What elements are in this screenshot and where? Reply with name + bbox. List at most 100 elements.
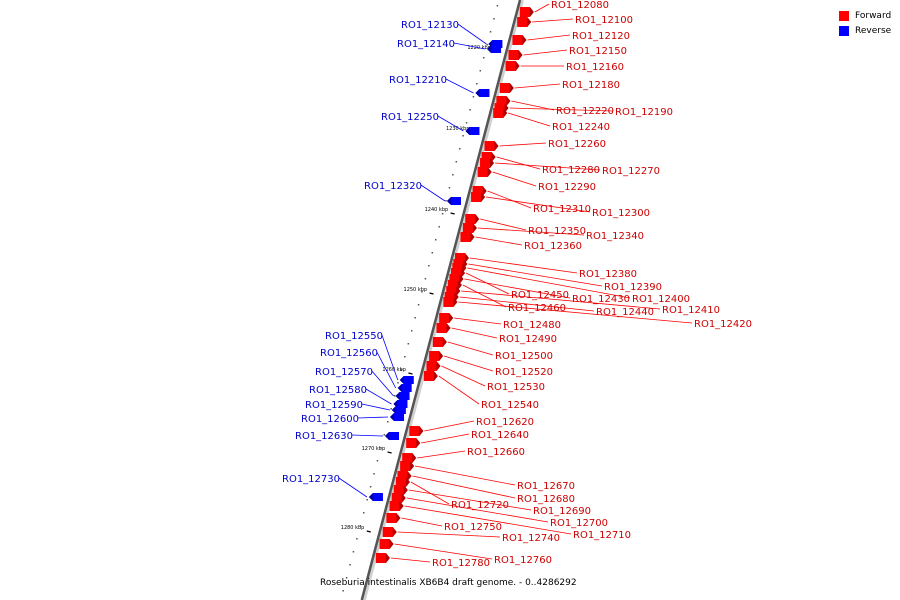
reverse-gene-label[interactable]: RO1_12250 — [381, 112, 439, 123]
forward-leader-line — [527, 34, 571, 41]
forward-leader-line — [462, 284, 507, 308]
forward-gene-label[interactable]: RO1_12100 — [575, 15, 633, 26]
forward-gene-label[interactable]: RO1_12450 — [511, 290, 569, 301]
reverse-gene-label[interactable]: RO1_12140 — [397, 39, 455, 50]
reverse-gene-label[interactable]: RO1_12730 — [282, 474, 340, 485]
forward-gene-label[interactable]: RO1_12160 — [566, 62, 624, 73]
ruler-dot — [417, 304, 420, 306]
forward-gene-label[interactable]: RO1_12700 — [550, 518, 608, 529]
forward-gene-label[interactable]: RO1_12520 — [495, 367, 553, 378]
reverse-leader-line — [453, 42, 486, 50]
forward-gene-label[interactable]: RO1_12690 — [533, 506, 591, 517]
forward-gene-label[interactable]: RO1_12530 — [487, 382, 545, 393]
forward-gene-arrow-head — [475, 214, 480, 224]
reverse-gene-label[interactable]: RO1_12570 — [315, 367, 373, 378]
forward-gene-label[interactable]: RO1_12720 — [451, 500, 509, 511]
forward-leader-line — [454, 317, 502, 325]
reverse-gene-label[interactable]: RO1_12590 — [305, 400, 363, 411]
forward-gene-label[interactable]: RO1_12460 — [508, 303, 566, 314]
forward-gene-label[interactable]: RO1_12360 — [524, 241, 582, 252]
forward-leader-line — [494, 162, 601, 171]
forward-gene-label[interactable]: RO1_12500 — [495, 351, 553, 362]
reverse-leader-line — [357, 416, 389, 419]
ruler-tick-label: 1240 kbp — [425, 207, 449, 213]
forward-gene-label[interactable]: RO1_12080 — [551, 0, 609, 11]
reverse-gene-label[interactable]: RO1_12580 — [309, 385, 367, 396]
forward-gene-label[interactable]: RO1_12410 — [662, 305, 720, 316]
forward-gene-label[interactable]: RO1_12420 — [694, 319, 752, 330]
forward-gene-label[interactable]: RO1_12260 — [548, 139, 606, 150]
reverse-gene-label[interactable]: RO1_12130 — [401, 20, 459, 31]
forward-gene-label[interactable]: RO1_12480 — [503, 320, 561, 331]
forward-leader-line — [438, 375, 480, 405]
forward-gene-label[interactable]: RO1_12270 — [602, 166, 660, 177]
reverse-label: Reverse — [855, 25, 892, 36]
forward-gene-label[interactable]: RO1_12430 — [572, 294, 630, 305]
forward-gene-label[interactable]: RO1_12390 — [604, 282, 662, 293]
legend-reverse: Reverse — [839, 23, 891, 38]
forward-gene-label[interactable]: RO1_12220 — [556, 106, 614, 117]
forward-swatch — [839, 10, 849, 21]
forward-gene-label[interactable]: RO1_12760 — [494, 555, 552, 566]
forward-gene-label[interactable]: RO1_12740 — [502, 533, 560, 544]
forward-gene-label[interactable]: RO1_12490 — [499, 334, 557, 345]
forward-leader-line — [458, 301, 693, 324]
forward-gene-label[interactable]: RO1_12620 — [476, 417, 534, 428]
forward-gene-label[interactable]: RO1_12300 — [592, 208, 650, 219]
forward-gene-label[interactable]: RO1_12780 — [432, 558, 490, 569]
forward-gene-arrow-head — [407, 471, 412, 481]
forward-gene-label[interactable]: RO1_12120 — [572, 31, 630, 42]
forward-gene-label[interactable]: RO1_12190 — [615, 107, 673, 118]
forward-leader-line — [412, 475, 516, 499]
ruler-tick — [450, 212, 455, 215]
forward-leader-line — [487, 190, 532, 209]
forward-gene-label[interactable]: RO1_12540 — [481, 400, 539, 411]
ruler-dot — [410, 330, 413, 332]
forward-gene-arrow-head — [527, 17, 532, 27]
forward-gene-label[interactable]: RO1_12280 — [542, 165, 600, 176]
forward-gene-label[interactable]: RO1_12310 — [533, 204, 591, 215]
reverse-gene-label[interactable]: RO1_12550 — [325, 331, 383, 342]
forward-leader-line — [424, 420, 475, 432]
forward-gene-label[interactable]: RO1_12660 — [467, 447, 525, 458]
forward-gene-arrow-head — [401, 493, 406, 503]
forward-leader-line — [496, 156, 541, 170]
reverse-gene-label[interactable]: RO1_12210 — [389, 75, 447, 86]
forward-gene-label[interactable]: RO1_12670 — [517, 481, 575, 492]
forward-gene-arrow-head — [481, 192, 486, 202]
forward-gene-arrow-head — [504, 103, 509, 113]
reverse-leader-line — [361, 403, 390, 411]
reverse-leader-line — [338, 477, 368, 498]
forward-gene-label[interactable]: RO1_12640 — [471, 430, 529, 441]
ruler-dot — [390, 408, 392, 410]
ruler-dot — [486, 44, 488, 46]
ruler-dot — [441, 213, 444, 215]
reverse-gene-arrow-head — [446, 197, 451, 205]
reverse-gene-label[interactable]: RO1_12600 — [301, 414, 359, 425]
forward-gene-label[interactable]: RO1_12240 — [552, 122, 610, 133]
forward-gene-arrow-head — [405, 477, 410, 487]
forward-gene-label[interactable]: RO1_12440 — [596, 307, 654, 318]
forward-leader-line — [404, 505, 572, 535]
forward-gene-label[interactable]: RO1_12380 — [579, 269, 637, 280]
forward-gene-label[interactable]: RO1_12400 — [632, 294, 690, 305]
forward-gene-label[interactable]: RO1_12350 — [528, 226, 586, 237]
forward-leader-line — [532, 18, 574, 23]
reverse-gene-label[interactable]: RO1_12320 — [364, 181, 422, 192]
forward-leader-line — [492, 171, 537, 187]
ruler-dot — [469, 109, 471, 111]
reverse-gene-label[interactable]: RO1_12560 — [320, 348, 378, 359]
ruler-dot — [438, 226, 440, 228]
forward-gene-label[interactable]: RO1_12340 — [586, 231, 644, 242]
forward-gene-label[interactable]: RO1_12680 — [517, 494, 575, 505]
forward-gene-label[interactable]: RO1_12750 — [444, 522, 502, 533]
ruler-dot — [349, 564, 351, 566]
forward-gene-label[interactable]: RO1_12710 — [573, 530, 631, 541]
forward-gene-label[interactable]: RO1_12290 — [538, 182, 596, 193]
forward-gene-label[interactable]: RO1_12180 — [562, 80, 620, 91]
ruler-dot — [376, 460, 379, 462]
forward-gene-label[interactable]: RO1_12150 — [569, 46, 627, 57]
reverse-gene-label[interactable]: RO1_12630 — [295, 431, 353, 442]
ruler-dot — [421, 291, 423, 293]
